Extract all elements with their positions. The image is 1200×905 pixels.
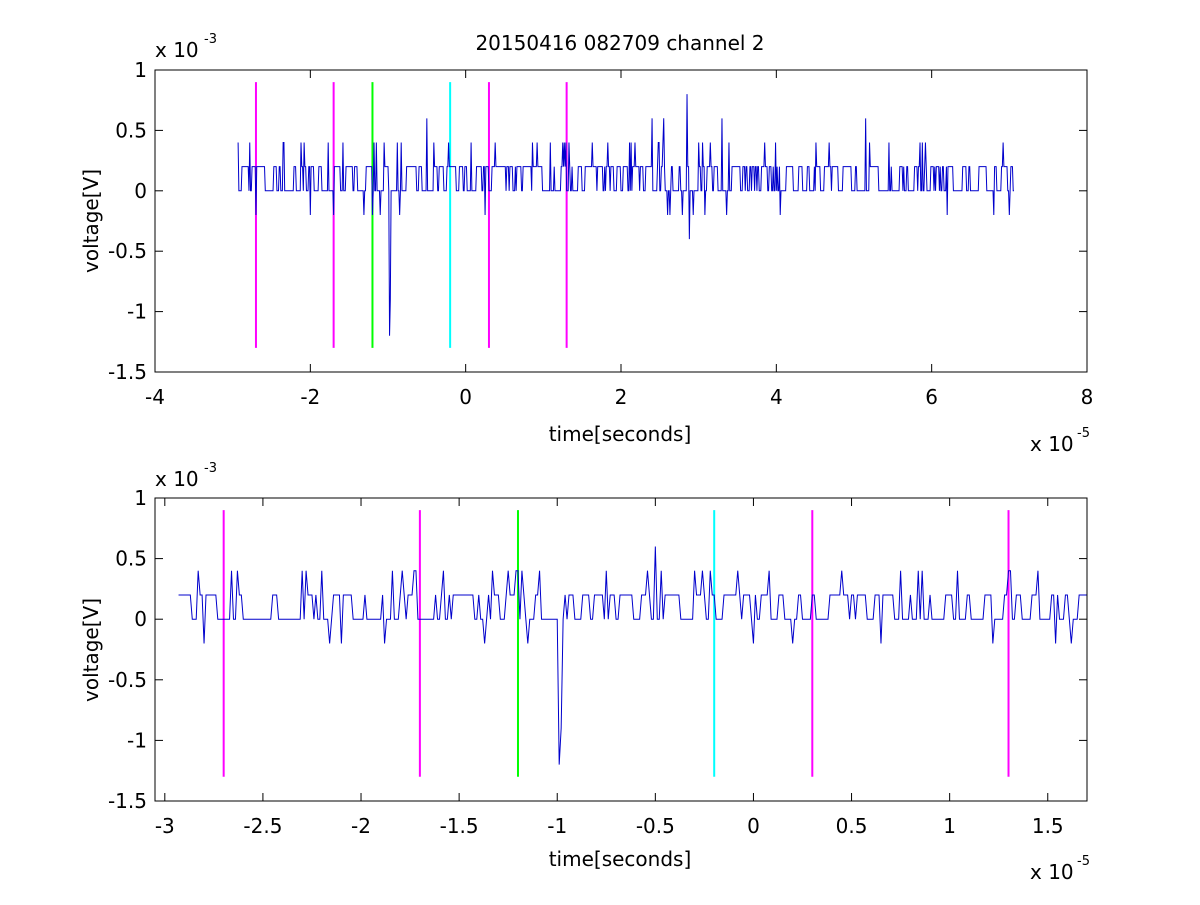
x-axis-label: time[seconds] <box>549 422 692 446</box>
x-tick-label: -3 <box>155 814 175 838</box>
y-tick-label: -0.5 <box>108 239 147 263</box>
y-tick-label: -1.5 <box>108 360 147 384</box>
x-tick-label: -0.5 <box>636 814 675 838</box>
y-tick-label: 0 <box>134 179 147 203</box>
x-tick-label: 1 <box>943 814 956 838</box>
marker-lines <box>222 510 1010 777</box>
y-axis-exponent: -3 <box>204 461 217 476</box>
plot-area <box>155 70 1087 372</box>
x-tick-label: 6 <box>925 385 938 409</box>
x-tick-label: -1.5 <box>440 814 479 838</box>
figure-title: 20150416 082709 channel 2 <box>475 31 764 55</box>
x-axis-multiplier: x 10 <box>1030 432 1074 456</box>
y-tick-label: -0.5 <box>108 668 147 692</box>
x-tick-label: 4 <box>770 385 783 409</box>
x-tick-labels: -4 -2 0 2 4 6 8 <box>145 385 1093 409</box>
y-axis-label: voltage[V] <box>79 598 103 702</box>
y-tick-label: -1 <box>127 300 147 324</box>
x-tick-label: 1.5 <box>1032 814 1064 838</box>
y-tick-label: 0.5 <box>115 547 147 571</box>
y-axis-multiplier: x 10 <box>155 467 199 491</box>
x-axis-label: time[seconds] <box>549 847 692 871</box>
x-tick-label: 0.5 <box>836 814 868 838</box>
x-tick-label: 2 <box>615 385 628 409</box>
y-tick-label: 1 <box>134 58 147 82</box>
tick-marks <box>154 69 1088 373</box>
x-axis-multiplier: x 10 <box>1030 860 1074 884</box>
series-layer <box>178 546 1087 765</box>
tick-marks <box>155 497 1087 802</box>
y-tick-label: 0 <box>134 607 147 631</box>
y-axis-label: voltage[V] <box>79 169 103 273</box>
y-axis-multiplier: x 10 <box>155 38 199 62</box>
plot-area <box>155 498 1087 801</box>
y-tick-label: 1 <box>134 486 147 510</box>
x-tick-labels: -3 -2.5 -2 -1.5 -1 -0.5 0 0.5 1 1.5 <box>155 814 1064 838</box>
x-tick-label: 8 <box>1081 385 1094 409</box>
y-axis-exponent: -3 <box>204 32 217 47</box>
x-tick-label: -4 <box>145 385 165 409</box>
voltage-trace-line <box>178 546 1087 765</box>
x-tick-label: -2 <box>300 385 320 409</box>
y-tick-labels: -1.5 -1 -0.5 0 0.5 1 <box>108 58 147 384</box>
y-tick-label: -1 <box>127 728 147 752</box>
y-tick-label: 0.5 <box>115 118 147 142</box>
series-layer <box>237 94 1014 336</box>
x-tick-label: 0 <box>459 385 472 409</box>
subplot-bottom: -3 -2.5 -2 -1.5 -1 -0.5 0 0.5 1 1.5 -1.5 -1 -0.5 0 0.… <box>79 461 1090 884</box>
x-axis-exponent: -5 <box>1077 854 1090 869</box>
x-tick-label: -2.5 <box>243 814 282 838</box>
x-tick-label: -2 <box>351 814 371 838</box>
x-axis-exponent: -5 <box>1077 426 1090 441</box>
x-tick-label: -1 <box>547 814 567 838</box>
y-tick-labels: -1.5 -1 -0.5 0 0.5 1 <box>108 486 147 813</box>
voltage-trace-line <box>237 94 1014 336</box>
subplot-top: -4 -2 0 2 4 6 8 -1.5-1-0.500.51 time[seconds] … <box>79 32 1093 456</box>
x-tick-label: 0 <box>747 814 760 838</box>
y-tick-label: -1.5 <box>108 789 147 813</box>
